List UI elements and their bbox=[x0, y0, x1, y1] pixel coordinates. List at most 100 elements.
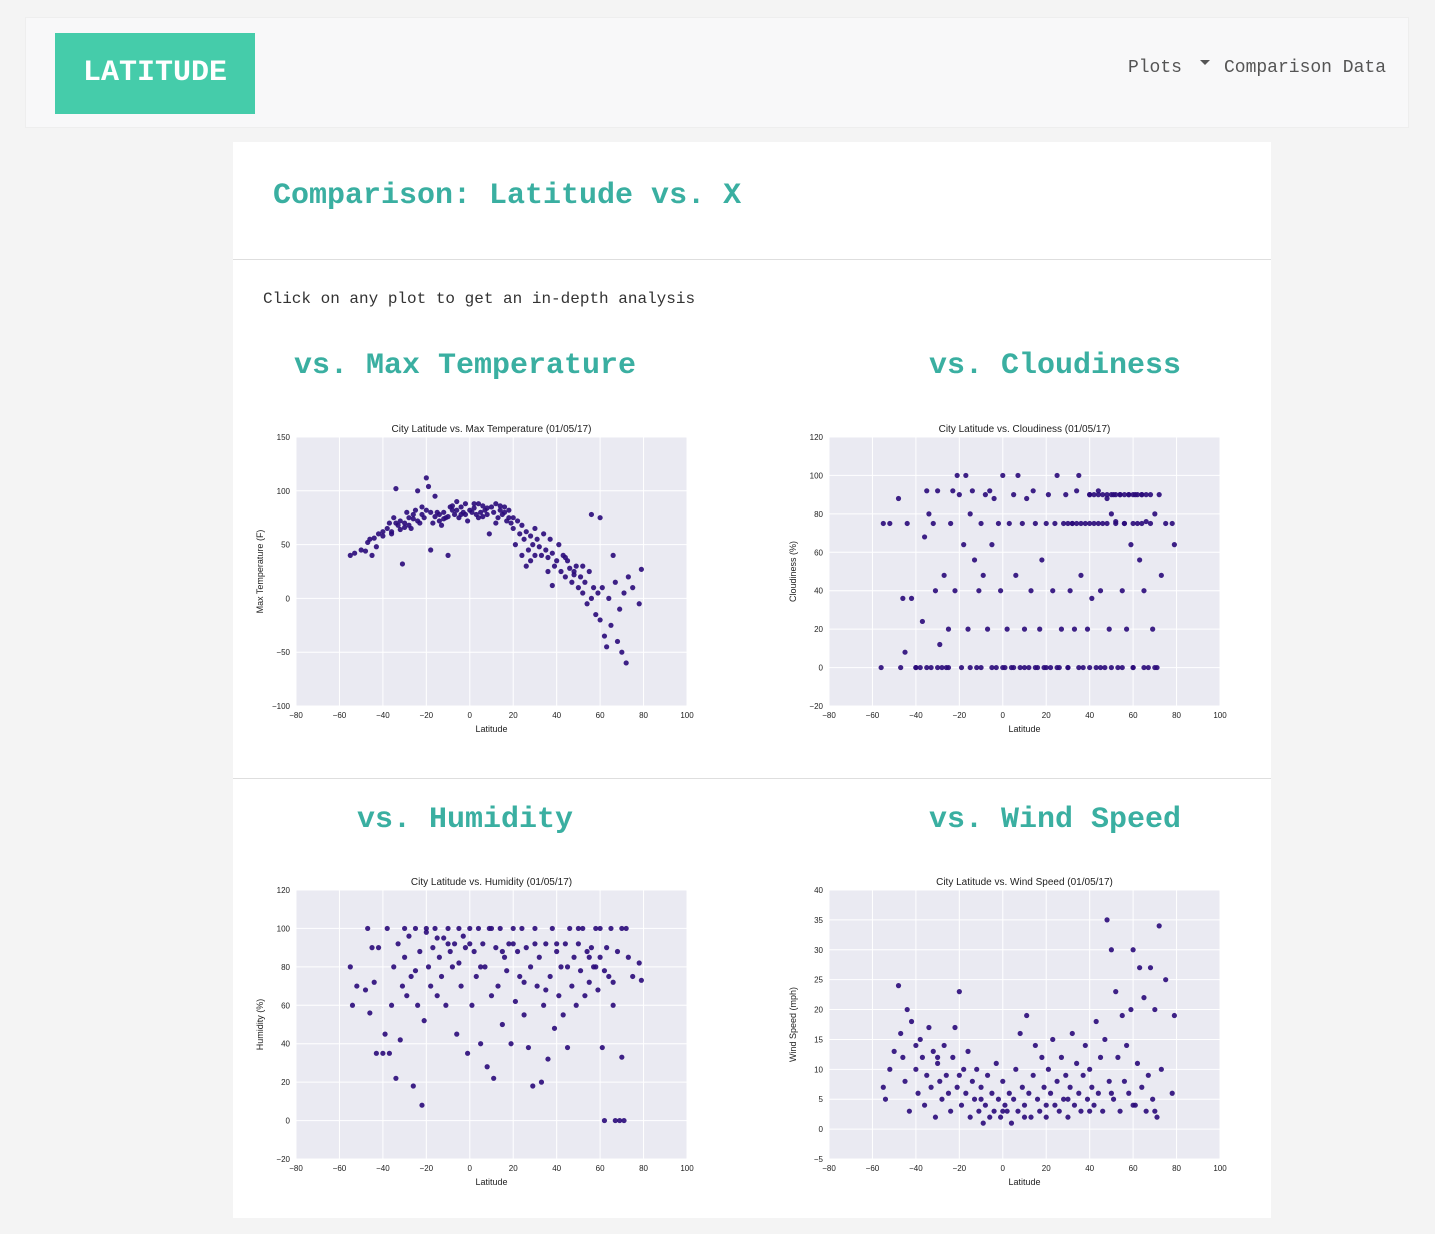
plot-max-temperature[interactable]: −80 −60 −40 −20 0 20 40 60 80 100 −100 −50 0 50 100 150… bbox=[250, 420, 710, 750]
data-point bbox=[575, 925, 581, 932]
data-point bbox=[369, 945, 375, 951]
data-point bbox=[582, 579, 588, 585]
data-point bbox=[362, 548, 369, 554]
data-point bbox=[1087, 1108, 1093, 1114]
data-point bbox=[362, 987, 369, 993]
data-point bbox=[423, 507, 429, 513]
brand-logo[interactable]: LATITUDE bbox=[55, 33, 255, 114]
data-point bbox=[501, 509, 508, 515]
data-point bbox=[1115, 664, 1121, 671]
y-tick-label: 0 bbox=[819, 664, 824, 673]
data-point bbox=[441, 509, 447, 515]
data-point bbox=[898, 664, 904, 671]
data-point bbox=[471, 501, 477, 507]
data-point bbox=[1123, 626, 1130, 632]
y-tick-label: 5 bbox=[819, 1095, 824, 1104]
data-point bbox=[423, 925, 429, 932]
data-point bbox=[534, 983, 540, 989]
data-point bbox=[551, 1025, 558, 1031]
data-point bbox=[519, 925, 525, 932]
y-axis-label: Wind Speed (mph) bbox=[788, 987, 798, 1062]
data-point bbox=[606, 595, 612, 601]
page-title: Comparison: Latitude vs. X bbox=[273, 179, 742, 213]
data-point bbox=[445, 941, 451, 947]
data-point bbox=[1074, 1060, 1080, 1066]
data-point bbox=[1115, 1054, 1121, 1060]
data-point bbox=[1123, 1042, 1130, 1049]
data-point bbox=[404, 993, 410, 999]
data-point bbox=[924, 488, 930, 494]
data-point bbox=[391, 964, 397, 970]
x-tick-label: 0 bbox=[468, 1164, 473, 1173]
data-point bbox=[1110, 1096, 1117, 1102]
x-tick-label: 80 bbox=[639, 711, 648, 720]
plots-dropdown[interactable]: Plots bbox=[1128, 58, 1224, 79]
data-point bbox=[580, 563, 586, 569]
data-point bbox=[491, 509, 497, 515]
data-point bbox=[1130, 492, 1136, 498]
y-tick-label: 80 bbox=[281, 963, 290, 972]
plot-wind-speed[interactable]: −80 −60 −40 −20 0 20 40 60 80 100 −5 0 5 10 15 20 25 30 35… bbox=[783, 873, 1243, 1203]
data-point bbox=[978, 664, 984, 671]
data-point bbox=[541, 1002, 547, 1008]
data-point bbox=[1100, 520, 1106, 527]
data-point bbox=[597, 617, 603, 623]
data-point bbox=[564, 964, 571, 970]
data-point bbox=[421, 1018, 427, 1024]
data-point bbox=[1008, 1120, 1015, 1126]
data-point bbox=[619, 925, 625, 932]
data-point bbox=[1076, 472, 1082, 479]
plot-cloudiness[interactable]: −80 −60 −40 −20 0 20 40 60 80 100 −20 0 20 40 60 80 100 1… bbox=[783, 420, 1243, 750]
data-point bbox=[952, 588, 958, 594]
data-point bbox=[1043, 664, 1049, 671]
data-point bbox=[913, 1066, 919, 1072]
data-point bbox=[987, 488, 993, 494]
data-point bbox=[512, 542, 518, 548]
data-point bbox=[582, 993, 588, 999]
data-point bbox=[478, 1041, 484, 1047]
data-point bbox=[419, 511, 425, 518]
plot-humidity[interactable]: −80 −60 −40 −20 0 20 40 60 80 100 −20 0 20 40 60 80 100 1… bbox=[250, 873, 710, 1203]
data-point bbox=[1021, 626, 1028, 632]
plot-area bbox=[296, 890, 687, 1159]
data-point bbox=[456, 960, 462, 966]
data-point bbox=[369, 552, 375, 558]
data-point bbox=[388, 529, 395, 535]
data-point bbox=[349, 1002, 356, 1008]
data-point bbox=[1095, 488, 1101, 494]
data-point bbox=[1113, 492, 1119, 498]
data-point bbox=[501, 954, 508, 960]
data-point bbox=[1061, 1096, 1067, 1102]
data-point bbox=[913, 664, 919, 671]
y-tick-label: 40 bbox=[814, 587, 823, 596]
data-point bbox=[1045, 1066, 1051, 1072]
data-point bbox=[1047, 664, 1054, 671]
data-point bbox=[501, 504, 508, 510]
data-point bbox=[1143, 492, 1149, 498]
data-point bbox=[584, 948, 590, 955]
data-point bbox=[1017, 1030, 1023, 1037]
data-point bbox=[525, 547, 532, 553]
data-point bbox=[1117, 1108, 1123, 1114]
data-point bbox=[541, 531, 547, 537]
data-point bbox=[536, 544, 542, 550]
data-point bbox=[1152, 664, 1158, 671]
data-point bbox=[428, 547, 434, 553]
data-point bbox=[1082, 1042, 1088, 1049]
data-point bbox=[508, 520, 514, 526]
data-point bbox=[930, 1048, 936, 1054]
data-point bbox=[386, 1050, 393, 1056]
data-point bbox=[621, 590, 627, 596]
data-point bbox=[436, 518, 442, 524]
data-point bbox=[577, 968, 584, 974]
data-point bbox=[610, 979, 616, 985]
data-point bbox=[1137, 557, 1143, 563]
data-point bbox=[588, 945, 595, 951]
data-point bbox=[1050, 588, 1056, 594]
data-point bbox=[1145, 1072, 1151, 1078]
data-point bbox=[1032, 520, 1038, 527]
data-point bbox=[1158, 1066, 1164, 1072]
data-point bbox=[1000, 1078, 1006, 1084]
comparison-data-link[interactable]: Comparison Data bbox=[1223, 58, 1386, 79]
data-point bbox=[434, 935, 440, 941]
